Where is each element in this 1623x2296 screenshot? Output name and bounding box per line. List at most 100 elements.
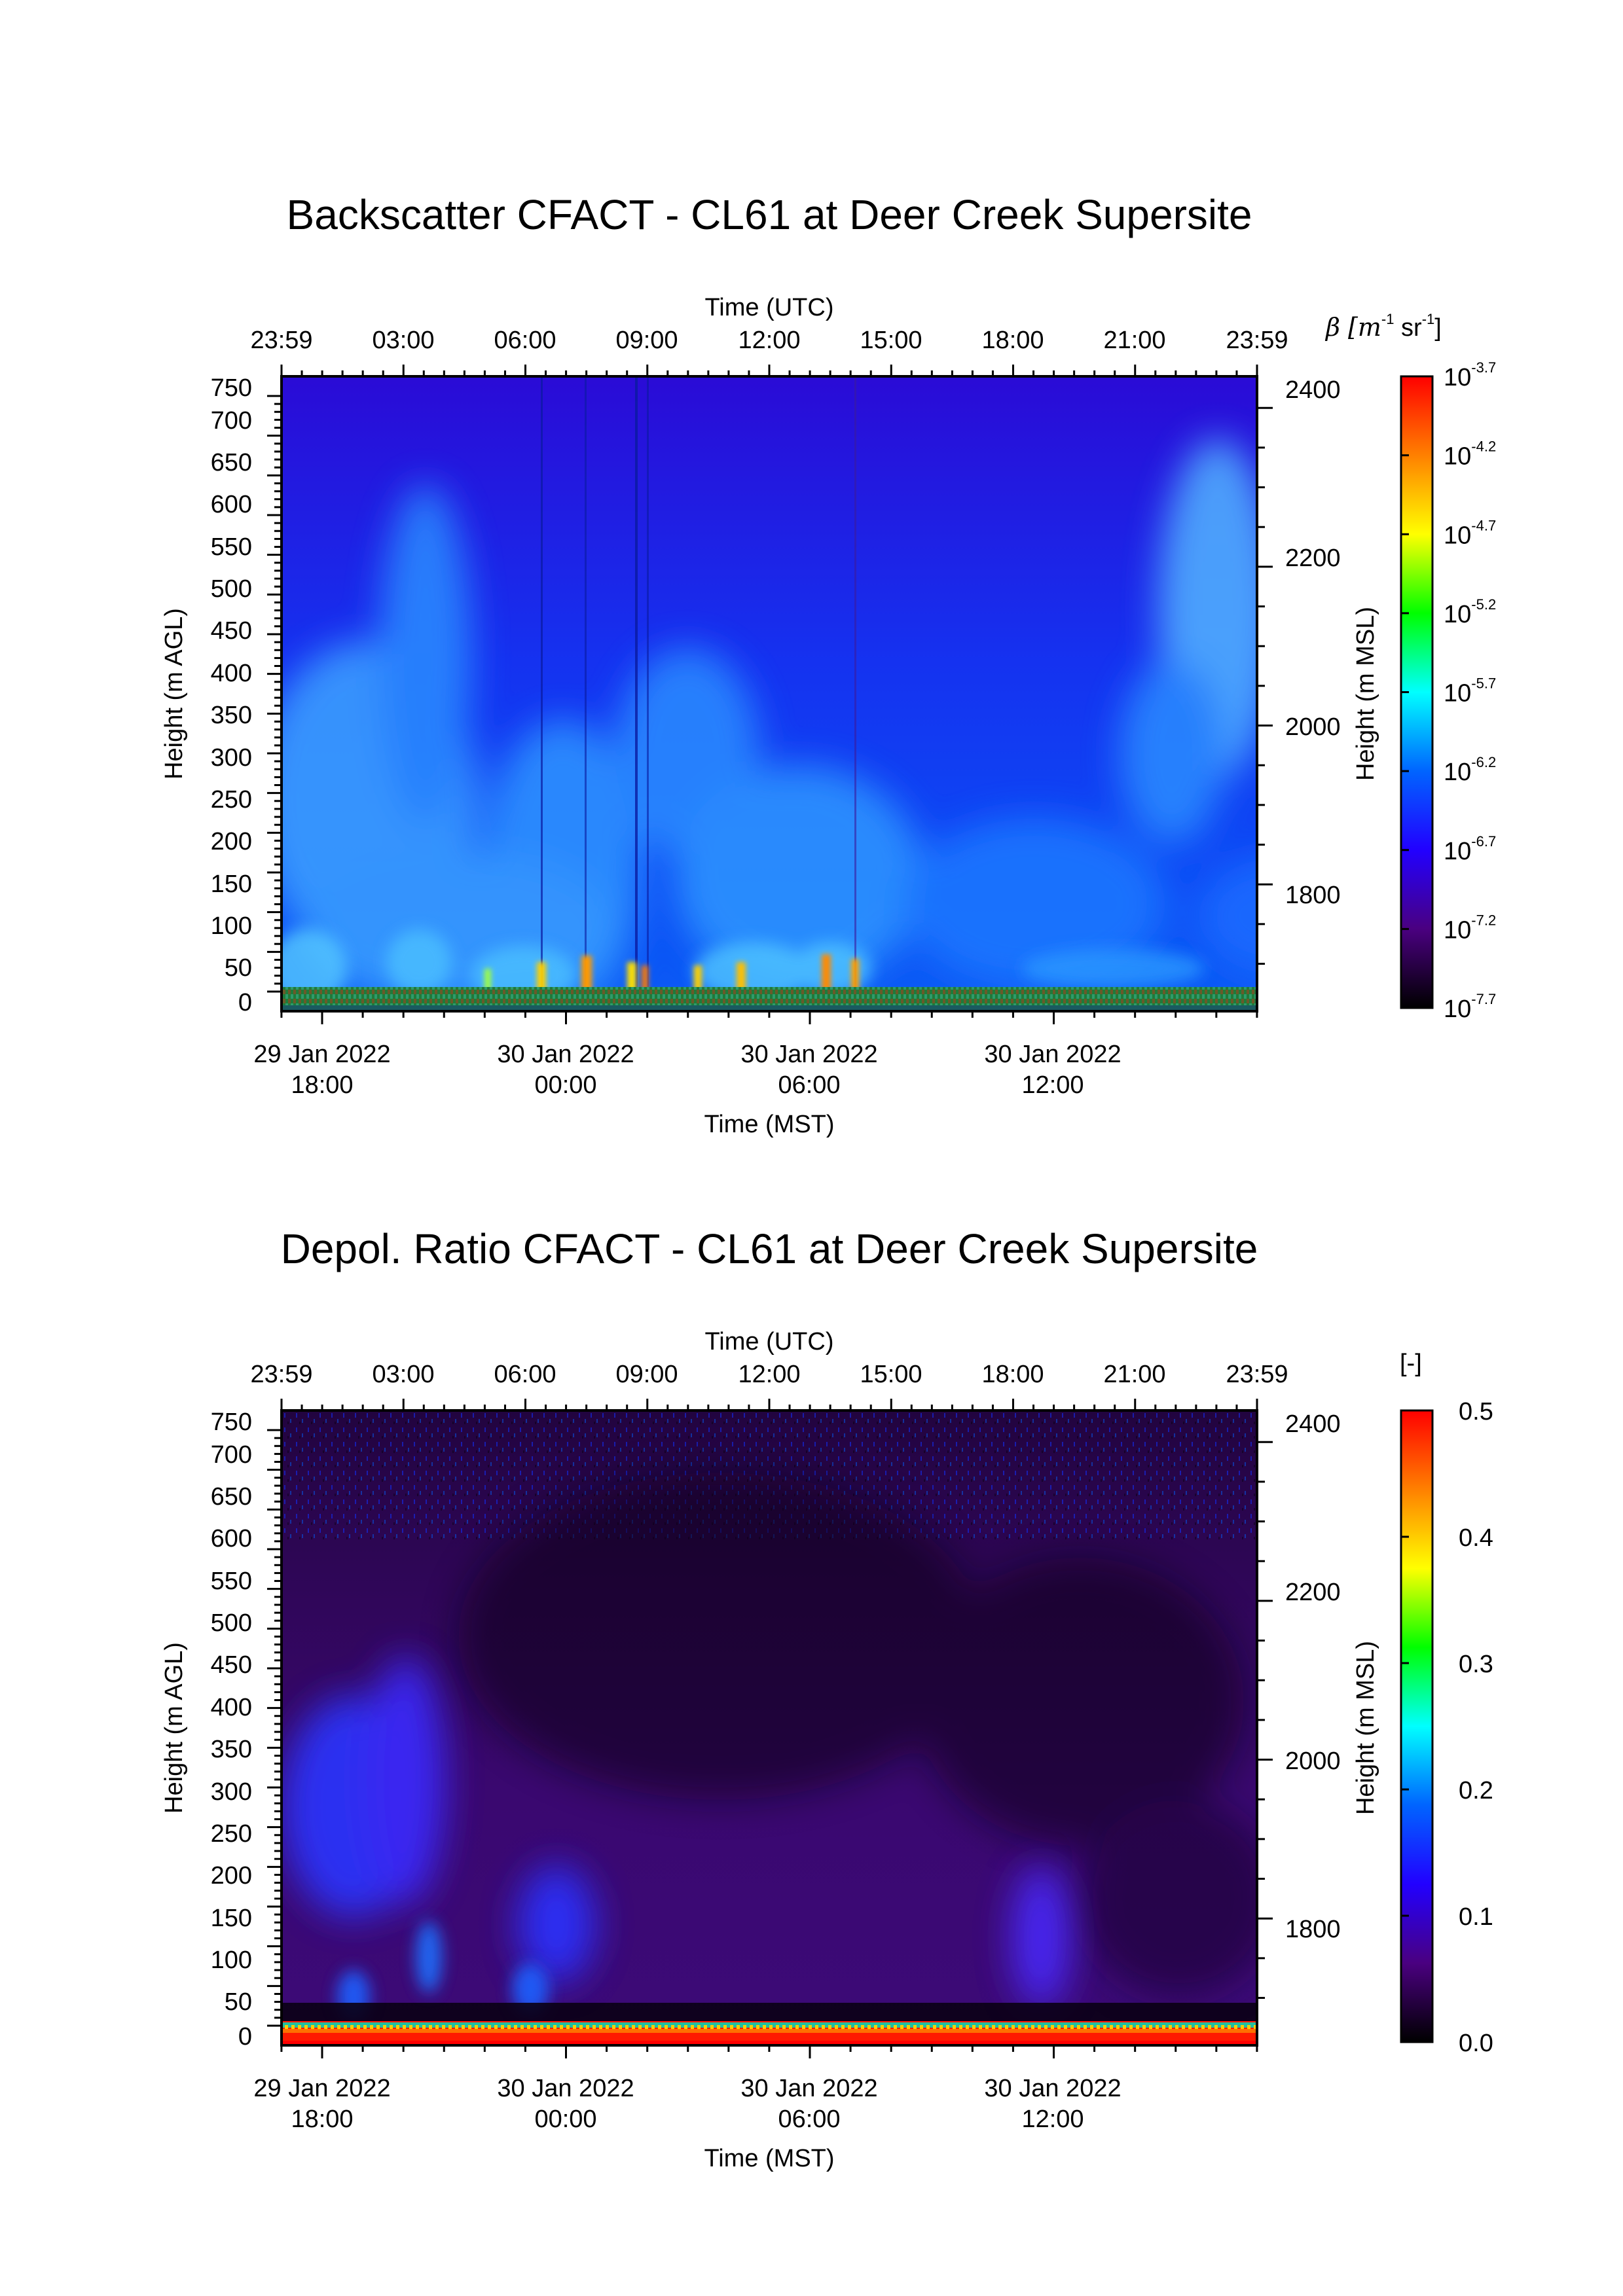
utc-tick-label: 09:00 — [615, 327, 678, 354]
agl-tick-label: 600 — [211, 491, 252, 518]
utc-tick-label: 23:59 — [250, 327, 312, 354]
agl-tick-label: 350 — [211, 702, 252, 729]
agl-tick-label: 150 — [211, 870, 252, 898]
mst-date-label: 30 Jan 2022 — [984, 2075, 1121, 2102]
colorbar-tick-label: 0.3 — [1459, 1651, 1493, 1678]
bottom-axis-label: Time (MST) — [704, 1111, 834, 1138]
colorbar-tick-label: 0.1 — [1459, 1903, 1493, 1931]
msl-tick-label: 2200 — [1285, 545, 1341, 572]
utc-tick-label: 21:00 — [1103, 1361, 1165, 1388]
left-axis-label: Height (m AGL) — [160, 608, 188, 780]
agl-tick-label: 550 — [211, 533, 252, 561]
msl-tick-label: 2200 — [1285, 1579, 1341, 1606]
agl-tick-label: 750 — [211, 374, 252, 402]
axis-ticks — [267, 1399, 1273, 2058]
colorbar-tick-label: 10-7.7 — [1444, 991, 1496, 1023]
utc-tick-label: 23:59 — [250, 1361, 312, 1388]
colorbar-tick-label: 0.4 — [1459, 1524, 1493, 1552]
agl-tick-label: 350 — [211, 1736, 252, 1763]
utc-tick-label: 09:00 — [615, 1361, 678, 1388]
chart-title: Depol. Ratio CFACT - CL61 at Deer Creek … — [281, 1225, 1258, 1272]
agl-tick-label: 200 — [211, 1862, 252, 1890]
msl-tick-label: 2400 — [1285, 376, 1341, 404]
agl-tick-label: 550 — [211, 1568, 252, 1595]
mst-time-label: 12:00 — [1021, 1071, 1084, 1099]
msl-tick-label: 1800 — [1285, 882, 1341, 909]
top-axis-label: Time (UTC) — [705, 1328, 834, 1355]
mst-date-label: 30 Jan 2022 — [740, 2075, 877, 2102]
agl-tick-label: 100 — [211, 912, 252, 940]
mst-time-label: 18:00 — [291, 1071, 353, 1099]
msl-tick-label: 2400 — [1285, 1410, 1341, 1438]
colorbar-tick-label: 0.2 — [1459, 1777, 1493, 1804]
colorbar-ticks: 0.5 0.4 0.3 0.2 0.1 0.0 — [1401, 1398, 1493, 2057]
msl-tick-label: 2000 — [1285, 713, 1341, 741]
utc-tick-label: 21:00 — [1103, 327, 1165, 354]
colorbar-tick-label: 10-6.2 — [1444, 754, 1496, 786]
utc-tick-label: 18:00 — [981, 327, 1044, 354]
right-axis-label: Height (m MSL) — [1352, 1641, 1379, 1815]
agl-tick-label: 650 — [211, 1483, 252, 1511]
utc-tick-label: 15:00 — [860, 327, 922, 354]
agl-tick-label: 400 — [211, 660, 252, 687]
agl-tick-label: 50 — [225, 1988, 252, 2016]
agl-tick-label: 500 — [211, 1609, 252, 1637]
utc-tick-label: 06:00 — [494, 1361, 556, 1388]
mst-date-label: 29 Jan 2022 — [253, 2075, 390, 2102]
agl-tick-label: 0 — [238, 2023, 252, 2051]
agl-tick-label: 600 — [211, 1525, 252, 1552]
mst-time-label: 06:00 — [778, 2106, 840, 2133]
agl-tick-label: 300 — [211, 1778, 252, 1806]
mst-time-label: 12:00 — [1021, 2106, 1084, 2133]
utc-tick-label: 06:00 — [494, 327, 556, 354]
colorbar-tick-label: 10-6.7 — [1444, 833, 1496, 865]
agl-tick-label: 400 — [211, 1694, 252, 1721]
colorbar-tick-label: 10-4.7 — [1444, 517, 1496, 549]
agl-tick-label: 200 — [211, 828, 252, 855]
left-axis-label: Height (m AGL) — [160, 1642, 188, 1814]
depol-panel: Depol. Ratio CFACT - CL61 at Deer Creek … — [160, 1225, 1493, 2172]
mst-time-label: 06:00 — [778, 1071, 840, 1099]
mst-date-label: 29 Jan 2022 — [253, 1041, 390, 1068]
utc-tick-label: 23:59 — [1226, 1361, 1288, 1388]
chart-title: Backscatter CFACT - CL61 at Deer Creek S… — [287, 191, 1252, 238]
msl-tick-label: 2000 — [1285, 1748, 1341, 1775]
heatmap-field — [282, 376, 1257, 1011]
heatmap-field — [282, 1410, 1257, 2045]
utc-tick-label: 12:00 — [738, 1361, 800, 1388]
utc-tick-label: 03:00 — [372, 1361, 434, 1388]
utc-tick-label: 03:00 — [372, 327, 434, 354]
colorbar-tick-label: 0.0 — [1459, 2030, 1493, 2057]
agl-tick-label: 450 — [211, 1651, 252, 1679]
colorbar-label: β [m-1 sr-1] — [1324, 311, 1442, 342]
right-axis-label: Height (m MSL) — [1352, 607, 1379, 781]
mst-time-label: 00:00 — [534, 2106, 596, 2133]
mst-date-label: 30 Jan 2022 — [497, 2075, 634, 2102]
agl-tick-label: 100 — [211, 1946, 252, 1974]
mst-time-label: 00:00 — [534, 1071, 596, 1099]
agl-tick-label: 700 — [211, 407, 252, 435]
colorbar-tick-label: 10-4.2 — [1444, 439, 1496, 471]
top-axis-label: Time (UTC) — [705, 294, 834, 321]
colorbar-tick-label: 10-7.2 — [1444, 912, 1496, 944]
agl-tick-label: 250 — [211, 786, 252, 814]
utc-tick-label: 12:00 — [738, 327, 800, 354]
agl-tick-label: 650 — [211, 449, 252, 476]
colorbar-tick-label: 10-5.2 — [1444, 596, 1496, 628]
colorbar-tick-label: 10-3.7 — [1444, 359, 1496, 391]
agl-tick-label: 0 — [238, 989, 252, 1016]
msl-tick-label: 1800 — [1285, 1916, 1341, 1943]
colorbar — [1400, 1409, 1434, 2043]
colorbar-label: [-] — [1400, 1350, 1422, 1377]
agl-tick-label: 300 — [211, 744, 252, 772]
backscatter-panel: Backscatter CFACT - CL61 at Deer Creek S… — [160, 191, 1496, 1138]
bottom-axis-label: Time (MST) — [704, 2145, 834, 2172]
agl-tick-label: 250 — [211, 1820, 252, 1848]
utc-tick-label: 15:00 — [860, 1361, 922, 1388]
agl-tick-label: 500 — [211, 575, 252, 603]
mst-date-label: 30 Jan 2022 — [740, 1041, 877, 1068]
mst-date-label: 30 Jan 2022 — [984, 1041, 1121, 1068]
agl-tick-label: 150 — [211, 1905, 252, 1932]
mst-time-label: 18:00 — [291, 2106, 353, 2133]
utc-tick-label: 23:59 — [1226, 327, 1288, 354]
